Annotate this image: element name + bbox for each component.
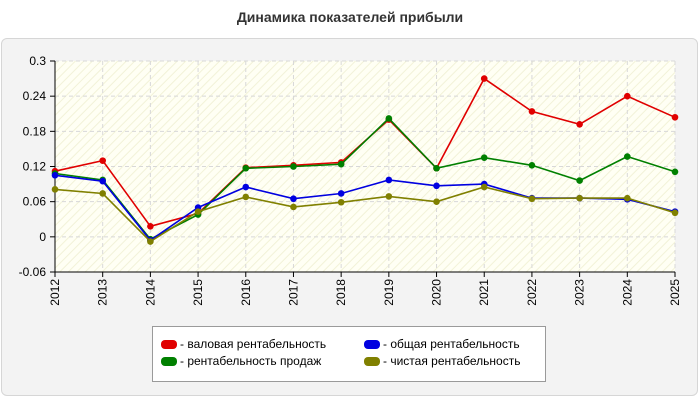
x-tick-label: 2012 (48, 279, 62, 306)
data-point (51, 171, 59, 179)
x-tick-label: 2019 (382, 279, 396, 306)
y-tick-label: 0.18 (23, 124, 47, 138)
data-point (337, 198, 345, 206)
legend: - валовая рентабельность - общая рентабе… (152, 326, 546, 382)
data-point (576, 177, 583, 184)
y-tick-label: 0.3 (29, 54, 46, 68)
data-point (147, 222, 154, 230)
axes (54, 61, 675, 273)
data-point (194, 208, 202, 215)
series-3 (51, 183, 679, 245)
data-point (480, 183, 488, 191)
data-point (242, 183, 250, 191)
legend-item-sales: - рентабельность продаж (161, 354, 321, 368)
x-tick-labels: 2012 2013 2014 2015 2016 2017 2018 2019 2020 2021… (48, 279, 682, 306)
series-lines (51, 75, 679, 245)
legend-item-gross: - валовая рентабельность (161, 337, 326, 351)
legend-label: - рентабельность продаж (180, 354, 322, 368)
data-point (147, 238, 154, 245)
data-point (290, 203, 297, 211)
x-tick-label: 2018 (334, 279, 348, 306)
data-point (528, 162, 536, 169)
data-point (480, 75, 488, 82)
data-point (385, 115, 393, 122)
data-point (290, 163, 297, 170)
x-tick-label: 2015 (191, 279, 205, 306)
data-point (671, 113, 679, 121)
y-tick-label: 0.06 (23, 195, 47, 209)
data-point (576, 194, 583, 202)
legend-label: - чистая рентабельность (383, 354, 521, 368)
x-tick-label: 2023 (573, 279, 587, 306)
x-tick-label: 2014 (143, 279, 157, 306)
data-point (480, 154, 488, 162)
y-tick-label: 0.12 (23, 160, 47, 174)
series-line (54, 186, 676, 243)
x-tick-label: 2024 (620, 279, 634, 306)
data-point (385, 176, 393, 184)
data-point (624, 153, 631, 160)
data-point (624, 92, 631, 100)
data-point (528, 195, 536, 203)
chart-title: Динамика показателей прибыли (236, 9, 464, 25)
y-tick-label: 0 (39, 230, 46, 244)
data-point (433, 198, 440, 205)
data-point (576, 121, 583, 128)
data-point (99, 190, 106, 197)
x-tick-label: 2016 (239, 279, 253, 306)
x-tick-label: 2020 (430, 279, 444, 306)
y-tick-labels: 0.3 0.24 0.18 0.12 0.06 0 -0.06 (19, 54, 47, 279)
x-tick-label: 2022 (525, 279, 539, 306)
data-point (433, 164, 440, 172)
x-tick-label: 2017 (286, 279, 300, 306)
data-point (242, 193, 250, 201)
x-tick-label: 2025 (668, 279, 682, 306)
y-tick-label: 0.24 (23, 89, 47, 103)
data-point (51, 186, 59, 193)
data-point (385, 193, 393, 200)
data-point (528, 108, 536, 115)
data-point (671, 209, 679, 217)
legend-swatch-red (161, 340, 177, 349)
data-point (337, 160, 345, 168)
data-point (671, 168, 679, 176)
legend-item-total: - общая рентабельность (364, 337, 520, 351)
legend-swatch-olive (364, 357, 380, 366)
legend-label: - общая рентабельность (383, 337, 520, 351)
data-point (337, 190, 345, 197)
x-tick-label: 2013 (96, 279, 110, 306)
legend-swatch-green (161, 357, 177, 366)
legend-item-net: - чистая рентабельность (364, 354, 520, 368)
data-point (433, 182, 440, 190)
x-tick-label: 2021 (477, 279, 491, 306)
legend-swatch-blue (364, 340, 380, 349)
legend-label: - валовая рентабельность (180, 337, 327, 351)
data-point (624, 194, 631, 202)
data-point (242, 164, 250, 172)
data-point (290, 195, 297, 203)
data-point (99, 177, 106, 185)
data-point (99, 157, 106, 164)
y-tick-label: -0.06 (19, 265, 47, 279)
